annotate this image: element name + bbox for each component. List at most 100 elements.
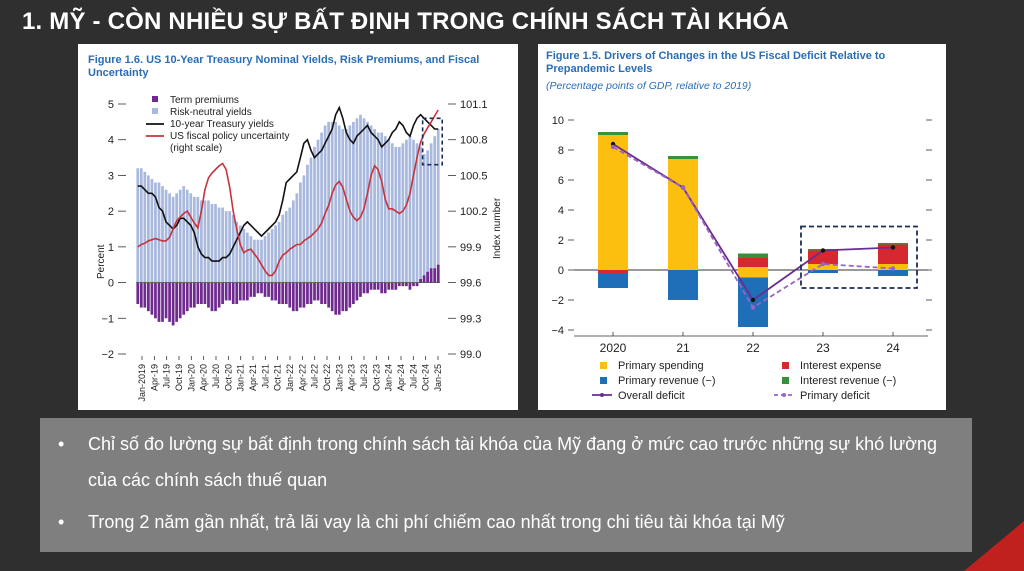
- term-premium-bar: [422, 275, 426, 283]
- risk-neutral-bar: [352, 121, 355, 283]
- term-premium-bar: [419, 279, 422, 283]
- risk-neutral-bar: [224, 211, 228, 283]
- legend-swatch: [152, 96, 158, 102]
- term-premium-bar: [175, 282, 179, 322]
- term-premium-bar: [380, 282, 384, 294]
- risk-neutral-bar: [214, 204, 217, 283]
- term-premium-bar: [323, 282, 327, 304]
- risk-neutral-bar: [147, 175, 150, 283]
- legend-label: Term premiums: [170, 95, 239, 106]
- x-tick-label: 21: [676, 341, 690, 355]
- legend-swatch: [600, 377, 607, 384]
- interest-expense-bar: [878, 244, 908, 264]
- term-premium-bar: [383, 282, 387, 294]
- term-premium-bar: [263, 282, 267, 297]
- primary-revenue-bar: [738, 277, 768, 327]
- risk-neutral-bar: [249, 236, 253, 283]
- bullet-marker: •: [58, 512, 65, 532]
- risk-neutral-bar: [245, 232, 249, 283]
- term-premium-bar: [362, 282, 366, 294]
- primary-spending-bar: [668, 159, 698, 270]
- legend-label: Interest expense: [800, 360, 881, 372]
- risk-neutral-bar: [221, 207, 224, 283]
- term-premium-bar: [207, 282, 210, 308]
- interest-revenue-bar: [738, 253, 768, 258]
- x-tick-label: Oct-19: [174, 364, 184, 391]
- term-premium-bar: [189, 282, 193, 308]
- y2-tick-label: 99.3: [460, 313, 481, 325]
- risk-neutral-bar: [306, 164, 309, 283]
- term-premium-bar: [256, 282, 260, 294]
- term-premium-bar: [150, 282, 154, 315]
- term-premium-bar: [267, 282, 270, 297]
- term-premium-bar: [334, 282, 338, 315]
- x-tick-label: Apr-20: [199, 364, 209, 391]
- legend-marker: [782, 393, 786, 397]
- risk-neutral-bar: [291, 200, 295, 283]
- y2-tick-label: 99.6: [460, 278, 481, 290]
- x-tick-label: Oct-22: [322, 364, 332, 391]
- corner-accent: [964, 521, 1024, 571]
- term-premium-bar: [415, 282, 419, 287]
- term-premium-bar: [249, 282, 253, 297]
- risk-neutral-bar: [369, 125, 373, 283]
- risk-neutral-bar: [242, 229, 246, 283]
- term-premium-bar: [436, 264, 440, 283]
- term-premium-bar: [369, 282, 373, 290]
- legend-marker: [600, 393, 604, 397]
- highlight-box: [421, 117, 444, 166]
- risk-neutral-bar: [281, 214, 285, 283]
- x-tick-label: Jul-22: [310, 364, 320, 389]
- risk-neutral-bar: [256, 239, 260, 283]
- y-tick-label: −4: [551, 325, 564, 337]
- y-tick-label: 5: [108, 99, 114, 111]
- risk-neutral-bar: [238, 225, 242, 283]
- risk-neutral-bar: [182, 186, 186, 283]
- risk-neutral-bar: [415, 143, 419, 283]
- x-tick-label: Jan-23: [334, 364, 344, 392]
- term-premium-bar: [366, 282, 369, 294]
- x-tick-label: Jul-20: [211, 364, 221, 389]
- x-tick-label: Jan-22: [285, 364, 295, 392]
- figure-1-5-title: Figure 1.5. Drivers of Changes in the US…: [546, 50, 886, 75]
- primary-revenue-bar: [598, 273, 628, 288]
- x-tick-label: 23: [816, 341, 830, 355]
- term-premium-bar: [352, 282, 355, 304]
- primary-spending-bar: [598, 135, 628, 270]
- risk-neutral-bar: [274, 225, 277, 283]
- risk-neutral-bar: [313, 146, 316, 283]
- term-premium-bar: [397, 282, 401, 287]
- term-premium-bar: [139, 282, 143, 308]
- term-premium-bar: [224, 282, 228, 301]
- term-premium-bar: [284, 282, 288, 304]
- term-premium-bar: [253, 282, 256, 297]
- term-premium-bar: [330, 282, 334, 312]
- term-premium-bar: [182, 282, 186, 315]
- risk-neutral-bar: [161, 186, 164, 283]
- term-premium-bar: [171, 282, 175, 326]
- term-premium-bar: [270, 282, 274, 301]
- interest-expense-bar: [808, 250, 838, 264]
- legend-label: US fiscal policy uncertainty: [170, 131, 290, 142]
- term-premium-bar: [426, 271, 429, 283]
- risk-neutral-bar: [429, 143, 433, 283]
- y-tick-label: −2: [551, 295, 564, 307]
- fiscal-uncertainty-line: [137, 109, 439, 277]
- risk-neutral-bar: [323, 125, 327, 283]
- y-tick-label: 10: [552, 115, 564, 127]
- term-premium-bar: [277, 282, 281, 304]
- interest-expense-bar: [738, 258, 768, 267]
- interest-revenue-bar: [598, 132, 628, 135]
- risk-neutral-bar: [362, 118, 366, 283]
- term-premium-bar: [242, 282, 246, 301]
- x-tick-label: 2020: [600, 341, 627, 355]
- term-premium-bar: [309, 282, 313, 304]
- y-tick-label: −2: [101, 349, 114, 361]
- term-premium-bar: [337, 282, 341, 315]
- risk-neutral-bar: [302, 175, 306, 283]
- term-premium-bar: [178, 282, 182, 319]
- y2-axis-title: Index number: [492, 197, 503, 259]
- term-premium-bar: [210, 282, 214, 312]
- risk-neutral-bar: [380, 132, 384, 283]
- term-premium-bar: [221, 282, 224, 304]
